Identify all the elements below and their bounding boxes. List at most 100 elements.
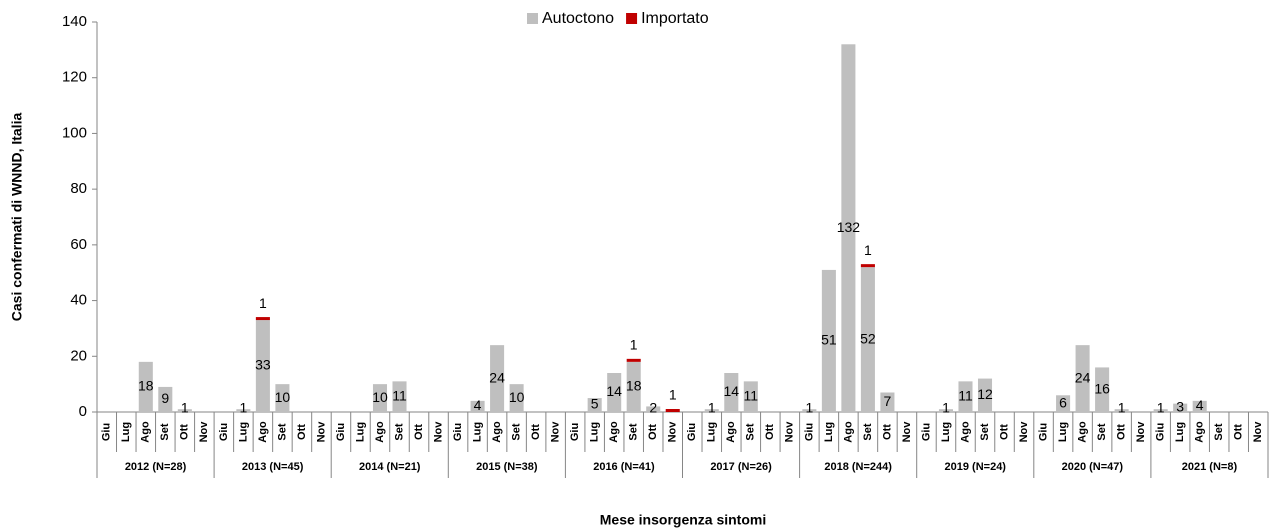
bar bbox=[958, 381, 973, 412]
data-label: 1 bbox=[669, 387, 677, 403]
x-tick-label: Lug bbox=[237, 422, 249, 442]
data-label: 10 bbox=[509, 389, 525, 405]
x-tick-label: Ago bbox=[842, 421, 854, 443]
bar bbox=[255, 317, 270, 321]
bar bbox=[236, 409, 251, 412]
data-label: 18 bbox=[138, 378, 154, 394]
x-tick-label: Set bbox=[862, 423, 874, 440]
x-tick-label: Set bbox=[393, 423, 405, 440]
x-tick-label: Nov bbox=[432, 421, 444, 443]
x-tick-label: Ago bbox=[491, 421, 503, 443]
x-tick-label: Nov bbox=[315, 421, 327, 443]
data-label: 10 bbox=[275, 389, 291, 405]
x-tick-label: Nov bbox=[784, 421, 796, 443]
x-tick-label: Giu bbox=[920, 423, 932, 441]
x-tick-label: Ago bbox=[140, 421, 152, 443]
data-label: 11 bbox=[392, 387, 407, 403]
x-tick-label: Giu bbox=[101, 423, 113, 441]
data-label: 2 bbox=[649, 400, 657, 416]
x-tick-label: Set bbox=[979, 423, 991, 440]
x-tick-label: Lug bbox=[940, 422, 952, 442]
data-label: 14 bbox=[724, 383, 740, 399]
bar bbox=[646, 406, 661, 412]
bar bbox=[255, 320, 270, 412]
x-tick-label: Lug bbox=[1057, 422, 1069, 442]
x-tick-label: Nov bbox=[550, 421, 562, 443]
data-label: 1 bbox=[630, 337, 638, 353]
bar bbox=[1075, 345, 1090, 412]
bar bbox=[802, 409, 817, 412]
data-label: 4 bbox=[474, 397, 482, 413]
x-tick-label: Lug bbox=[823, 422, 835, 442]
data-label: 1 bbox=[181, 400, 189, 416]
x-tick-label: Giu bbox=[803, 423, 815, 441]
x-tick-label: Nov bbox=[667, 421, 679, 443]
bar bbox=[626, 358, 641, 362]
x-tick-label: Ago bbox=[374, 421, 386, 443]
data-label: 1 bbox=[942, 400, 950, 416]
x-tick-label: Ago bbox=[608, 421, 620, 443]
legend-label: Importato bbox=[641, 10, 709, 27]
x-tick-label: Ott bbox=[764, 424, 776, 440]
bar bbox=[724, 373, 739, 412]
x-tick-label: Ago bbox=[257, 421, 269, 443]
bar bbox=[1153, 409, 1168, 412]
x-tick-label: Ago bbox=[959, 421, 971, 443]
data-label: 51 bbox=[821, 332, 837, 348]
y-tick-label: 0 bbox=[79, 403, 87, 420]
group-label: 2019 (N=24) bbox=[945, 461, 1007, 473]
y-tick-label: 60 bbox=[70, 236, 87, 253]
x-tick-label: Nov bbox=[901, 421, 913, 443]
bar bbox=[977, 378, 993, 412]
bar bbox=[821, 269, 836, 412]
data-label: 6 bbox=[1059, 394, 1067, 410]
data-label: 11 bbox=[958, 387, 973, 403]
x-tick-label: Set bbox=[1213, 423, 1225, 440]
bar bbox=[860, 264, 875, 268]
bar bbox=[587, 398, 602, 412]
x-tick-label: Ott bbox=[1116, 424, 1128, 440]
x-tick-label: Set bbox=[511, 423, 523, 440]
data-label: 1 bbox=[708, 400, 716, 416]
bar bbox=[158, 386, 173, 412]
x-tick-label: Ago bbox=[725, 421, 737, 443]
bar bbox=[626, 361, 641, 412]
bar bbox=[372, 384, 388, 412]
bar bbox=[392, 381, 407, 412]
x-tick-label: Nov bbox=[198, 421, 210, 443]
group-label: 2013 (N=45) bbox=[242, 461, 304, 473]
x-tick-label: Lug bbox=[589, 422, 601, 442]
y-tick-label: 20 bbox=[70, 347, 87, 364]
bar bbox=[138, 361, 153, 412]
group-label: 2015 (N=38) bbox=[476, 461, 538, 473]
bar bbox=[470, 400, 485, 412]
x-tick-label: Ott bbox=[179, 424, 191, 440]
y-axis-title: Casi confermati di WNND, Italia bbox=[9, 113, 25, 322]
x-tick-label: Giu bbox=[335, 423, 347, 441]
legend-swatch bbox=[527, 13, 538, 24]
x-tick-label: Giu bbox=[1037, 423, 1049, 441]
y-tick-label: 80 bbox=[70, 180, 87, 197]
data-label: 9 bbox=[161, 390, 169, 406]
x-tick-label: Nov bbox=[1018, 421, 1030, 443]
bar bbox=[880, 392, 895, 412]
data-label: 24 bbox=[489, 369, 505, 385]
x-tick-label: Lug bbox=[706, 422, 718, 442]
group-label: 2012 (N=28) bbox=[125, 461, 187, 473]
x-tick-label: Giu bbox=[218, 423, 230, 441]
x-tick-label: Set bbox=[159, 423, 171, 440]
x-tick-label: Ott bbox=[647, 424, 659, 440]
x-tick-label: Set bbox=[628, 423, 640, 440]
x-tick-label: Lug bbox=[471, 422, 483, 442]
data-label: 14 bbox=[606, 383, 622, 399]
group-label: 2017 (N=26) bbox=[710, 461, 772, 473]
x-tick-label: Ott bbox=[530, 424, 542, 440]
legend-label: Autoctono bbox=[542, 10, 614, 27]
data-label: 11 bbox=[744, 387, 759, 403]
x-tick-label: Giu bbox=[569, 423, 581, 441]
group-label: 2021 (N=8) bbox=[1182, 461, 1238, 473]
bar bbox=[275, 384, 290, 412]
data-label: 7 bbox=[884, 393, 892, 409]
data-label: 1 bbox=[239, 400, 247, 416]
